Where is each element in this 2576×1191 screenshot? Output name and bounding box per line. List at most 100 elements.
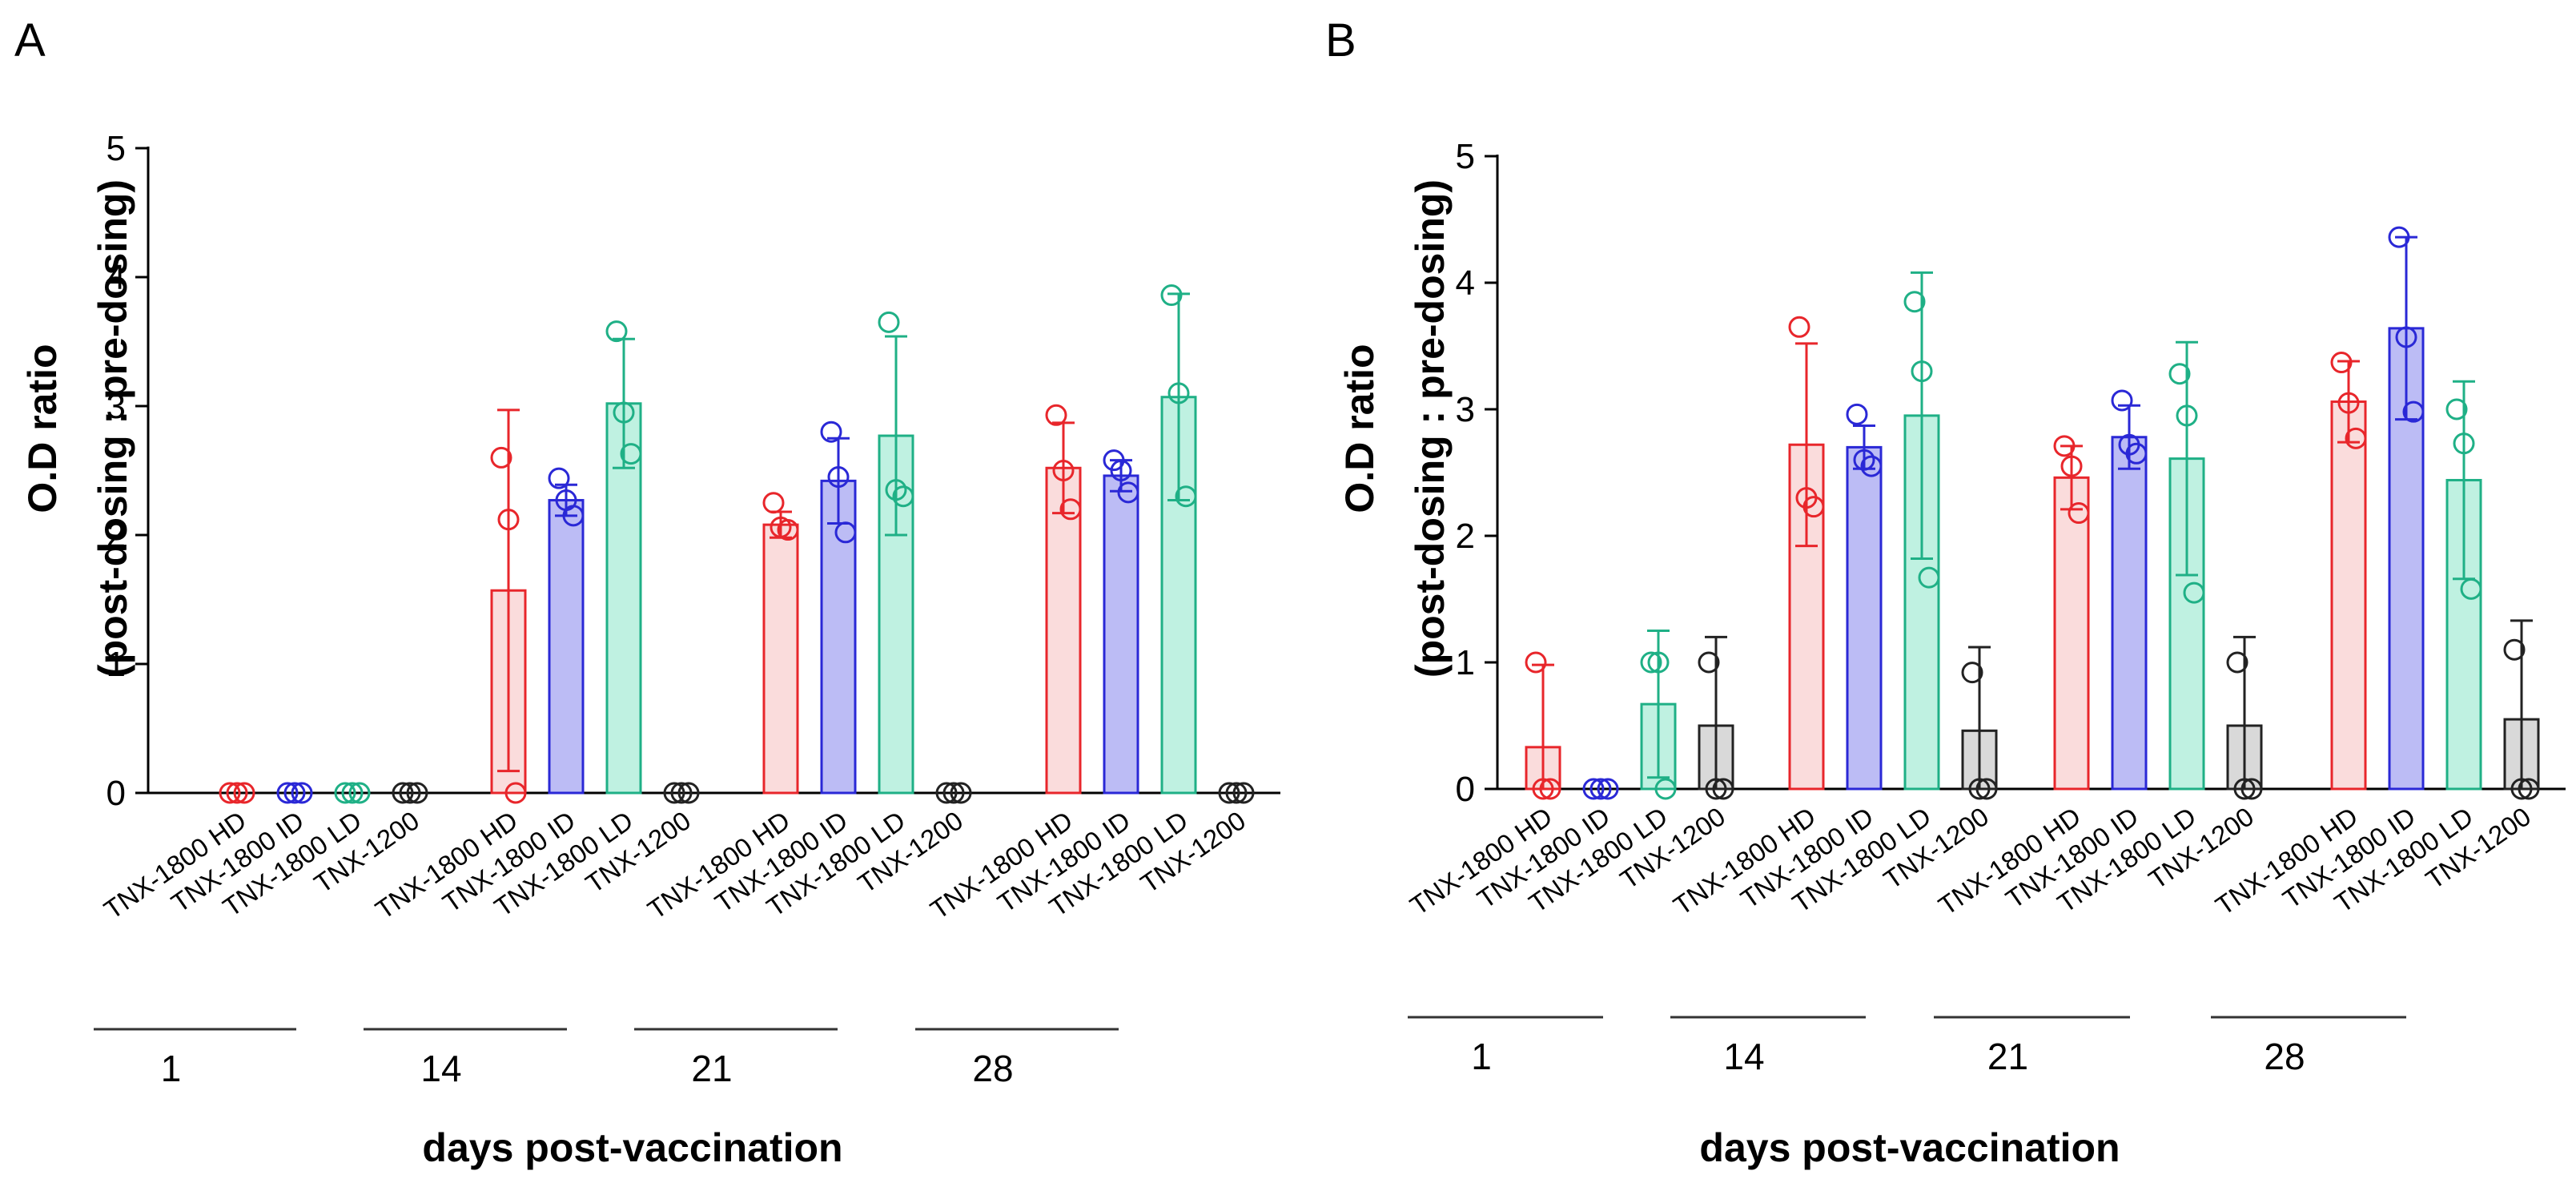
data-point [1968, 778, 1991, 800]
y-tick-label: 2 [1456, 517, 1475, 556]
bar [762, 523, 799, 795]
data-point [834, 521, 857, 544]
data-point [2233, 778, 2256, 800]
data-point [1698, 651, 1720, 674]
data-point [233, 782, 255, 804]
y-tick-label: 4 [1456, 264, 1475, 303]
data-point [276, 782, 299, 804]
data-point [2060, 455, 2083, 477]
data-point [677, 782, 700, 804]
data-point [1705, 778, 1727, 800]
data-point [1167, 382, 1190, 404]
plot-panel-b: 0 1 2 3 4 5 O.D ratio (post-dosing : pre-dosing… [1337, 137, 2566, 1170]
data-point [885, 479, 907, 501]
data-point [1117, 481, 1139, 504]
data-point [2518, 778, 2540, 800]
plot-panel-a: 0 1 2 3 4 5 O.D ratio (post-dosing : pre-dosing… [20, 129, 1280, 1170]
data-point [1647, 651, 1670, 674]
data-point [490, 446, 512, 469]
data-point [777, 519, 799, 541]
data-point [1860, 455, 1883, 477]
data-point [1802, 496, 1825, 518]
data-point [341, 782, 364, 804]
data-point [1175, 485, 1197, 508]
data-point [1232, 782, 1255, 804]
y-axis-title-line1: O.D ratio [20, 344, 65, 513]
data-point [670, 782, 693, 804]
y-axis-title-line2: (post-dosing : pre-dosing) [1408, 179, 1453, 678]
data-point [2068, 502, 2090, 525]
data-point [283, 782, 306, 804]
data-point [942, 782, 965, 804]
data-point [348, 782, 371, 804]
data-point [1110, 460, 1132, 481]
data-point [406, 782, 428, 804]
data-point [605, 320, 628, 343]
data-point [2330, 352, 2353, 374]
data-point [226, 782, 248, 804]
data-point [2510, 778, 2533, 800]
data-point [1045, 404, 1067, 426]
bar [2330, 400, 2367, 791]
group-label: 1 [1471, 1036, 1492, 1077]
group-label: 28 [2264, 1036, 2305, 1077]
bar [1846, 445, 1883, 791]
data-point [1654, 778, 1677, 800]
data-point [1788, 316, 1810, 338]
data-point [392, 782, 414, 804]
data-point [2460, 577, 2482, 600]
data-point [620, 443, 642, 465]
data-point [1059, 498, 1082, 521]
bar [2111, 436, 2148, 791]
group-label: 14 [420, 1048, 461, 1089]
data-point [2402, 400, 2425, 423]
data-point [1961, 662, 1983, 684]
data-point [291, 782, 313, 804]
data-point [2240, 778, 2263, 800]
data-point [1918, 566, 1940, 589]
y-axis-title-line1: O.D ratio [1337, 344, 1382, 513]
panel-label-b: B [1325, 14, 1356, 66]
y-tick-label: 3 [1456, 390, 1475, 429]
data-point [219, 782, 241, 804]
data-point [497, 509, 520, 531]
group-label: 28 [972, 1048, 1013, 1089]
data-point [663, 782, 685, 804]
data-point [399, 782, 421, 804]
y-tick-label: 1 [1456, 643, 1475, 682]
data-point [504, 782, 527, 804]
data-point [827, 466, 850, 489]
data-point [2176, 404, 2198, 427]
data-point [935, 782, 958, 804]
data-point [334, 782, 356, 804]
x-axis-title: days post-vaccination [1699, 1125, 2120, 1170]
bar [2053, 476, 2090, 791]
group-label: 14 [1723, 1036, 1764, 1077]
data-point [2125, 442, 2148, 465]
data-point [1525, 651, 1547, 674]
data-point [613, 401, 635, 424]
data-point [1539, 778, 1561, 800]
data-point [762, 492, 785, 514]
data-point [1846, 403, 1868, 425]
data-point [1218, 782, 1240, 804]
panel-label-a: A [14, 14, 46, 66]
y-tick-label: 2 [106, 516, 126, 555]
data-point [2345, 427, 2367, 449]
data-point [2053, 435, 2076, 457]
y-axis-title-line2: (post-dosing : pre-dosing) [90, 179, 135, 678]
y-tick-label: 5 [1456, 137, 1475, 176]
data-point [2395, 326, 2417, 348]
data-point [2503, 638, 2526, 661]
y-tick-label: 1 [106, 645, 126, 684]
data-point [1589, 778, 1612, 800]
data-point [2445, 398, 2468, 420]
bar [1103, 474, 1139, 795]
data-point [950, 782, 972, 804]
data-point [1532, 778, 1554, 800]
data-point [2226, 651, 2248, 674]
data-point [1853, 449, 1875, 471]
data-point [1052, 460, 1075, 481]
data-point [2111, 389, 2133, 412]
